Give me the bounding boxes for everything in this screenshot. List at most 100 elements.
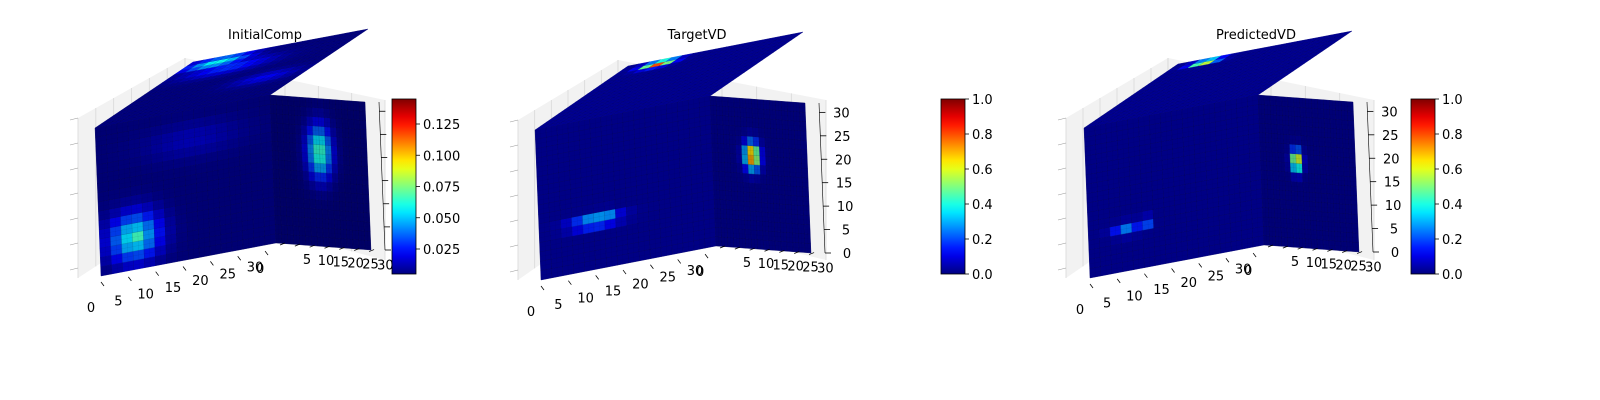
colorbar-tick-label: 0.8 xyxy=(972,128,993,143)
panel-title: InitialComp xyxy=(228,28,302,43)
colorbar-tick-label: 1.0 xyxy=(1442,93,1463,108)
z-tick-mark-left xyxy=(510,145,518,147)
x-tick-mark xyxy=(128,277,131,281)
axes-3d: 0 5 10 15 20 25 3005 1015202530 xyxy=(70,29,394,316)
colorbar-tick-label: 0.0 xyxy=(972,268,993,283)
y-tick-label: 0 xyxy=(256,262,264,277)
x-tick-label: 0 xyxy=(87,301,95,316)
x-tick-label: 0 xyxy=(527,305,535,320)
z-tick-mark-left xyxy=(70,143,78,145)
x-tick-mark xyxy=(265,251,268,255)
colorbar-tick-label: 1.0 xyxy=(972,93,993,108)
x-tick-label: 15 xyxy=(165,281,182,296)
x-tick-label: 25 xyxy=(1208,269,1225,284)
x-tick-mark xyxy=(1172,269,1175,273)
x-tick-label: 10 xyxy=(1126,290,1143,305)
z-tick-mark-left xyxy=(1058,218,1066,220)
colorbar-tick-label: 0.4 xyxy=(1442,198,1463,213)
x-tick-label: 5 xyxy=(554,298,562,313)
z-tick-label: 10 xyxy=(1385,199,1402,214)
colorbar-gradient xyxy=(941,99,965,274)
colorbar: 0.025 0.050 0.075 0.100 0.125 xyxy=(392,99,460,274)
z-tick-mark-left xyxy=(510,270,518,272)
z-tick-mark-left xyxy=(70,268,78,270)
x-tick-label: 0 xyxy=(1076,303,1084,318)
colorbar: 0.0 0.2 0.4 0.6 0.8 1.0 xyxy=(1411,93,1463,283)
z-tick-mark-left xyxy=(510,120,518,122)
x-tick-label: 5 xyxy=(1103,296,1111,311)
colorbar-tick-label: 0.025 xyxy=(423,243,460,258)
z-tick-mark-left xyxy=(70,168,78,170)
panel-targetvd: TargetVD 0 5 10 15 20 25 3005 10152025300510152… xyxy=(510,28,853,320)
z-tick-label: 5 xyxy=(1390,223,1398,238)
x-tick-mark xyxy=(1144,274,1147,278)
x-tick-mark xyxy=(705,254,708,258)
x-tick-mark xyxy=(101,282,104,286)
x-tick-mark xyxy=(541,286,544,290)
y-tick-label: 30 xyxy=(817,262,834,277)
z-tick-label: 15 xyxy=(1384,176,1401,191)
x-tick-label: 10 xyxy=(577,291,594,306)
z-tick-label: 30 xyxy=(1381,105,1398,120)
panel-title: TargetVD xyxy=(666,28,726,43)
z-tick-mark-left xyxy=(70,193,78,195)
z-tick-mark-left xyxy=(510,220,518,222)
cube-face-right xyxy=(710,96,811,253)
colorbar-tick-label: 0.4 xyxy=(972,198,993,213)
y-tick-label: 30 xyxy=(377,259,394,274)
z-tick-label: 20 xyxy=(835,153,852,168)
x-tick-mark xyxy=(678,259,681,263)
x-tick-mark xyxy=(1253,253,1256,257)
y-tick-label: 5 xyxy=(743,256,751,271)
z-tick-label: 30 xyxy=(833,106,850,121)
z-tick-label: 25 xyxy=(1382,129,1399,144)
x-tick-mark xyxy=(1199,263,1202,267)
colorbar-tick-label: 0.2 xyxy=(1442,233,1463,248)
colorbar-tick-label: 0.050 xyxy=(423,212,460,227)
colorbar-tick-label: 0.8 xyxy=(1442,128,1463,143)
y-tick-label: 5 xyxy=(303,253,311,268)
z-tick-mark-left xyxy=(70,243,78,245)
x-tick-label: 25 xyxy=(659,271,676,286)
cube-face-right xyxy=(1258,95,1359,252)
x-tick-label: 20 xyxy=(632,278,649,293)
z-tick-mark-left xyxy=(1058,243,1066,245)
colorbar-gradient xyxy=(392,99,416,274)
x-tick-mark xyxy=(1090,284,1093,288)
x-tick-mark xyxy=(156,272,159,276)
z-tick-mark-left xyxy=(1058,268,1066,270)
x-tick-label: 10 xyxy=(137,288,154,303)
colorbar-tick-label: 0.6 xyxy=(1442,163,1463,178)
z-tick-mark-left xyxy=(1058,193,1066,195)
y-tick-label: 30 xyxy=(1365,261,1382,276)
z-tick-mark-left xyxy=(1058,118,1066,120)
x-tick-label: 25 xyxy=(219,267,236,282)
colorbar-tick-label: 0.0 xyxy=(1442,268,1463,283)
z-tick-label: 25 xyxy=(834,130,851,145)
z-tick-mark-left xyxy=(1058,168,1066,170)
x-tick-mark xyxy=(238,256,241,260)
colorbar-gradient xyxy=(1411,99,1435,274)
x-tick-label: 15 xyxy=(1153,283,1170,298)
x-tick-mark xyxy=(1117,279,1120,283)
z-tick-mark-left xyxy=(1058,143,1066,145)
y-tick-label: 5 xyxy=(1291,255,1299,270)
x-tick-mark xyxy=(210,261,213,265)
x-tick-mark xyxy=(623,270,626,274)
colorbar-tick-label: 0.075 xyxy=(423,181,460,196)
z-tick-mark-left xyxy=(510,245,518,247)
y-tick-label: 0 xyxy=(1244,264,1252,279)
x-tick-label: 15 xyxy=(605,284,622,299)
z-tick-mark-left xyxy=(70,118,78,120)
z-tick-label: 0 xyxy=(843,247,851,262)
z-tick-label: 20 xyxy=(1383,152,1400,167)
axes-3d: 0 5 10 15 20 25 3005 1015202530051015202530 xyxy=(1058,31,1401,318)
colorbar-tick-label: 0.125 xyxy=(423,118,460,133)
standalone-colorbar: 0.00.20.40.60.81.0 xyxy=(941,93,993,283)
colorbar-tick-label: 0.100 xyxy=(423,149,460,164)
z-tick-label: 0 xyxy=(1391,246,1399,261)
y-tick-label: 0 xyxy=(696,265,704,280)
